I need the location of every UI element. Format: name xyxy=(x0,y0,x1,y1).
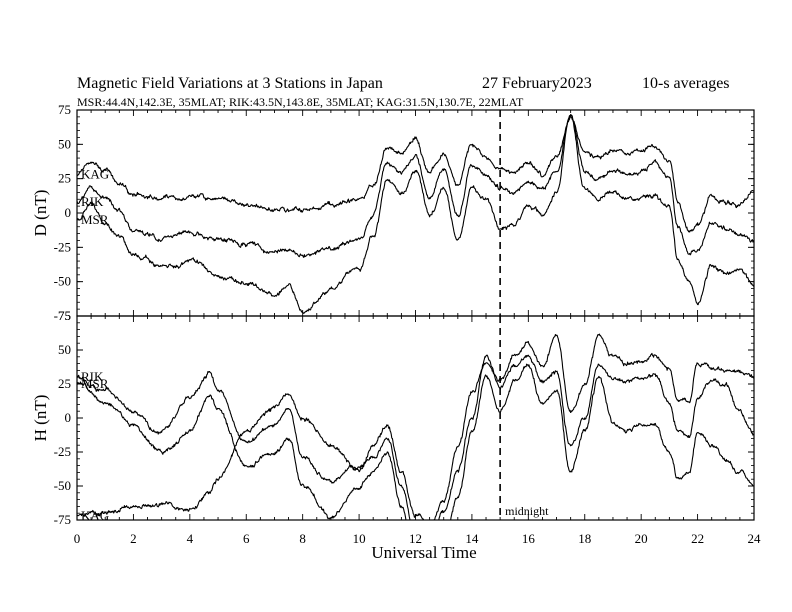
x-tick-label: 22 xyxy=(691,531,704,546)
panel-frame xyxy=(76,109,755,317)
y-tick-label: -75 xyxy=(54,512,71,527)
x-tick-label: 12 xyxy=(409,531,422,546)
midnight-label: midnight xyxy=(505,504,549,518)
y-tick-label: 0 xyxy=(65,205,72,220)
y-tick-label: 50 xyxy=(58,136,71,151)
x-tick-label: 24 xyxy=(748,531,762,546)
series-label-kag: KAG xyxy=(81,508,109,523)
y-tick-label: 25 xyxy=(58,171,71,186)
series-line-rik xyxy=(77,114,754,258)
y-tick-label: 0 xyxy=(65,410,72,425)
x-tick-label: 20 xyxy=(635,531,648,546)
y-tick-label: 50 xyxy=(58,342,71,357)
y-tick-label: -25 xyxy=(54,444,71,459)
x-tick-label: 0 xyxy=(74,531,81,546)
y-tick-label: -75 xyxy=(54,308,71,323)
y-tick-label: 25 xyxy=(58,376,71,391)
x-tick-label: 16 xyxy=(522,531,536,546)
x-tick-label: 18 xyxy=(578,531,591,546)
x-tick-label: 6 xyxy=(243,531,250,546)
series-line-rik xyxy=(77,354,754,520)
series-label-rik: RIK xyxy=(81,369,104,384)
chart-subtitle: MSR:44.4N,142.3E, 35MLAT; RIK:43.5N,143.… xyxy=(77,95,524,109)
chart-date: 27 February2023 xyxy=(482,75,592,92)
x-tick-label: 8 xyxy=(299,531,306,546)
series-label-kag: KAG xyxy=(81,167,109,182)
y-tick-label: 75 xyxy=(58,102,71,117)
x-axis-title: Universal Time xyxy=(371,543,476,562)
x-tick-label: 10 xyxy=(353,531,366,546)
series-line-msr xyxy=(77,114,754,315)
series-label-msr: MSR xyxy=(81,212,109,227)
series-group xyxy=(77,333,754,520)
series-label-rik: RIK xyxy=(81,194,104,209)
y-axis-title-d: D (nT) xyxy=(31,190,50,237)
x-tick-label: 2 xyxy=(130,531,137,546)
panel-d: 75 50 25 0 -25 -50 -75 KAG RIK MSR xyxy=(54,102,755,323)
series-line-kag xyxy=(77,116,754,233)
y-tick-label: -50 xyxy=(54,274,71,289)
series-line-msr xyxy=(77,363,754,520)
series-label-msr: MSR xyxy=(81,376,109,391)
y-axis-title-h: H (nT) xyxy=(31,395,50,442)
chart-title: Magnetic Field Variations at 3 Stations … xyxy=(77,75,383,92)
panel-frame xyxy=(76,315,755,521)
x-tick-label: 14 xyxy=(465,531,479,546)
y-tick-label: -25 xyxy=(54,239,71,254)
series-group xyxy=(77,114,754,315)
y-tick-label: -50 xyxy=(54,478,71,493)
series-line-kag xyxy=(77,333,754,520)
x-tick-label: 4 xyxy=(187,531,194,546)
chart-averaging: 10-s averages xyxy=(642,75,730,92)
y-tick-label: 75 xyxy=(58,308,71,323)
